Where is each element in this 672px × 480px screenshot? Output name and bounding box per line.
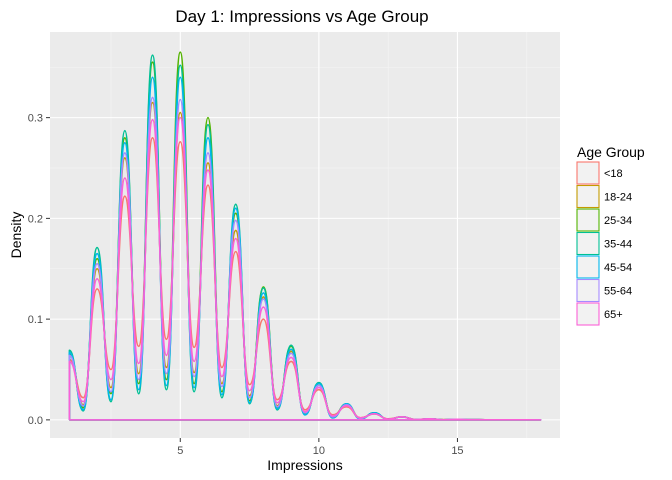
y-tick-label: 0.1 bbox=[28, 314, 43, 326]
legend-title: Age Group bbox=[577, 144, 645, 160]
x-axis-title: Impressions bbox=[267, 457, 342, 473]
density-lines bbox=[68, 51, 542, 421]
legend-key-7 bbox=[576, 302, 600, 326]
legend-key-3 bbox=[576, 208, 600, 232]
legend: Age Group <18 18-24 25-34 35-44 45-54 55-64 65… bbox=[576, 144, 645, 326]
legend-label-2: 18-24 bbox=[604, 192, 632, 204]
chart-title: Day 1: Impressions vs Age Group bbox=[175, 7, 428, 26]
legend-label-4: 35-44 bbox=[604, 239, 632, 251]
legend-key-5 bbox=[576, 255, 600, 279]
legend-label-6: 55-64 bbox=[604, 286, 632, 298]
x-tick-label: 10 bbox=[313, 445, 325, 457]
plot-panel bbox=[50, 32, 560, 438]
y-tick-label: 0.3 bbox=[28, 113, 43, 125]
x-tick-label: 15 bbox=[451, 445, 463, 457]
x-axis: 5 10 15 bbox=[177, 438, 464, 457]
legend-label-3: 25-34 bbox=[604, 215, 632, 227]
density-line-7 bbox=[68, 116, 542, 421]
y-tick-label: 0.0 bbox=[28, 415, 43, 427]
legend-key-4 bbox=[576, 231, 600, 256]
x-tick-label: 5 bbox=[177, 445, 183, 457]
legend-key-2 bbox=[576, 184, 600, 209]
y-tick-label: 0.2 bbox=[28, 213, 43, 225]
legend-key-6 bbox=[576, 278, 600, 303]
legend-key-1 bbox=[576, 161, 600, 185]
legend-label-5: 45-54 bbox=[604, 262, 632, 274]
legend-label-1: <18 bbox=[604, 168, 623, 180]
y-axis-title: Density bbox=[8, 212, 24, 259]
y-axis: 0.0 0.1 0.2 0.3 bbox=[28, 113, 50, 427]
legend-label-7: 65+ bbox=[604, 309, 623, 321]
